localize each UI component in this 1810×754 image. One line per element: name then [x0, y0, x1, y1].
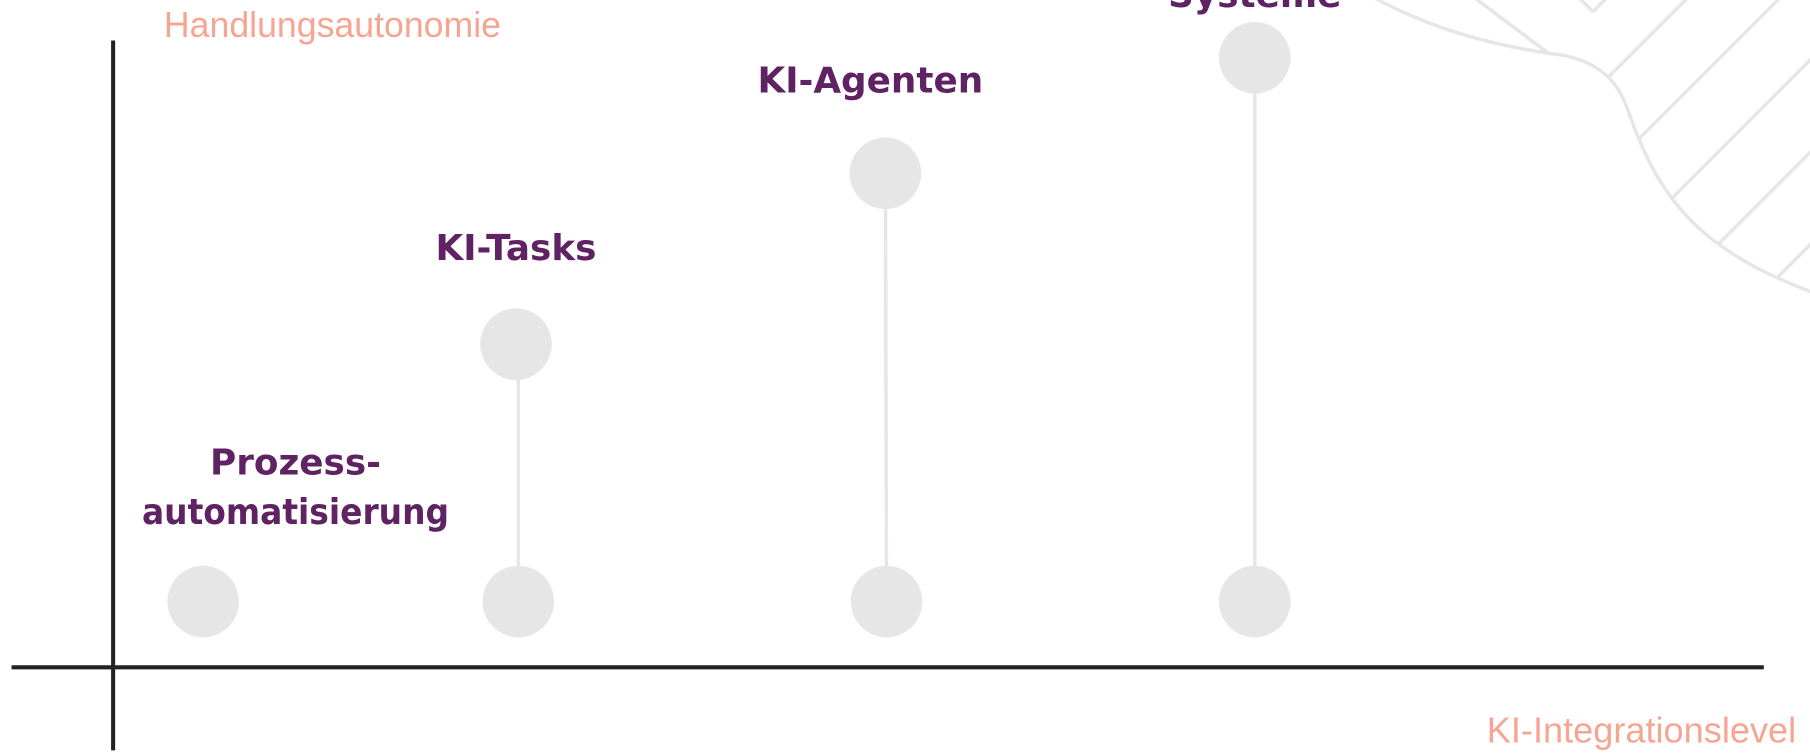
node-label: Prozess- — [210, 443, 381, 484]
decoration — [1368, 0, 1810, 393]
node-dot — [851, 566, 923, 638]
node-label: KI-Agenten — [758, 60, 984, 101]
node-dot — [167, 566, 239, 638]
node-dot — [1219, 22, 1291, 94]
y-axis-label: Handlungsautonomie — [164, 5, 501, 45]
diagram: Handlungsautonomie KI-Integrationslevel … — [0, 0, 1810, 754]
node-dot — [850, 137, 922, 209]
node-dot — [480, 308, 552, 380]
node-label: Systeme — [1168, 0, 1341, 16]
page: {"axes": {"y_label": "Handlungsautonomie… — [0, 0, 1810, 754]
node-label: automatisierung — [142, 492, 449, 533]
x-axis-label: KI-Integrationslevel — [1487, 710, 1796, 750]
node-dot — [1219, 566, 1291, 638]
node-dot — [483, 566, 555, 638]
node-label: KI-Tasks — [436, 228, 597, 269]
stem — [885, 173, 886, 601]
